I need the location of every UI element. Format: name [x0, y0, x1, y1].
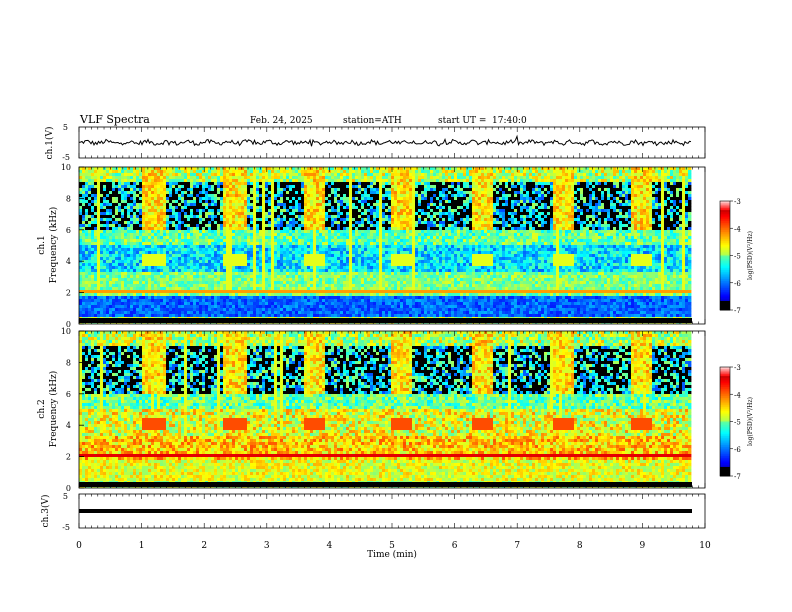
ytick-label: 10 — [61, 163, 71, 172]
ch2-spectrogram-ylabel: ch.2 — [37, 399, 47, 418]
ytick-label: 8 — [66, 194, 71, 203]
ytick-label: 2 — [66, 289, 71, 298]
ch3-waveform-line — [79, 509, 692, 513]
colorbar-tick-label: -6 — [734, 446, 741, 454]
ch1-spectrogram-yticks: 0 2 4 6 8 10 — [61, 163, 84, 329]
ytick-label: 6 — [66, 390, 71, 399]
colorbar-label: log(PSD)(V²/Hz) — [747, 397, 754, 446]
colorbar-tick-label: -4 — [734, 391, 741, 399]
ytick-label: 4 — [66, 257, 71, 266]
xtick-label: 8 — [577, 541, 583, 551]
ytick-label: 2 — [66, 453, 71, 462]
ytick-label: 6 — [66, 226, 71, 235]
colorbar-label: log(PSD)(V²/Hz) — [747, 231, 754, 280]
ytick-label: 4 — [66, 421, 71, 430]
ch1-waveform-panel: ch.1(V) 5 -5 — [44, 123, 706, 162]
ch1-ytick-bottom: -5 — [62, 153, 70, 162]
xtick-label: 1 — [139, 541, 145, 551]
ch2-spectrogram-image — [79, 331, 705, 488]
colorbar-tick-label: -5 — [734, 253, 741, 261]
start-time-label: 17:40:0 — [492, 116, 527, 126]
figure-title: VLF Spectra — [79, 113, 150, 126]
colorbar-tick-label: -4 — [734, 225, 741, 233]
ch2-colorbar: -3 -4 -5 -6 -7 log(PSD)(V²/Hz) — [719, 364, 754, 481]
ch1-frequency-ylabel: Frequency (kHz) — [48, 207, 59, 284]
xtick-label: 6 — [452, 541, 458, 551]
time-axis: 0 1 2 3 4 5 6 7 8 9 10 — [76, 127, 711, 551]
ch1-colorbar: -3 -4 -5 -6 -7 log(PSD)(V²/Hz) — [719, 198, 754, 315]
xtick-label: 5 — [389, 541, 395, 551]
xtick-label: 0 — [76, 541, 82, 551]
ch1-spectrogram-panel: ch.1 Frequency (kHz) 0 2 4 6 8 10 — [37, 163, 706, 329]
xtick-label: 10 — [699, 541, 711, 551]
ytick-label: 8 — [66, 358, 71, 367]
ch1-ytick-top: 5 — [63, 123, 68, 132]
ch2-spectrogram-panel: ch.2 Frequency (kHz) 0 2 4 6 8 10 — [37, 327, 706, 493]
ch3-waveform-ylabel: ch.3(V) — [40, 495, 51, 528]
ytick-label: 10 — [61, 327, 71, 336]
ch2-frequency-ylabel: Frequency (kHz) — [48, 371, 59, 448]
colorbar-tick-label: -7 — [734, 307, 741, 315]
ch1-spectrogram-image — [79, 167, 705, 324]
xtick-label: 2 — [201, 541, 207, 551]
ch2-spectrogram-yticks: 0 2 4 6 8 10 — [61, 327, 84, 493]
ytick-label: 0 — [66, 484, 71, 493]
xtick-label: 7 — [514, 541, 520, 551]
xtick-label: 9 — [640, 541, 646, 551]
colorbar-tick-label: -5 — [734, 419, 741, 427]
time-axis-label: Time (min) — [367, 549, 417, 560]
station-label: station=ATH — [343, 116, 402, 126]
colorbar-tick-label: -3 — [734, 364, 741, 372]
date-label: Feb. 24, 2025 — [250, 116, 313, 126]
colorbar-tick-label: -3 — [734, 198, 741, 206]
ch3-ytick-bottom: -5 — [62, 523, 70, 532]
xtick-label: 3 — [264, 541, 270, 551]
start-label: start UT = — [438, 116, 486, 126]
ch3-waveform-panel: ch.3(V) 5 -5 — [40, 492, 706, 532]
ytick-label: 0 — [66, 320, 71, 329]
ch3-ytick-top: 5 — [63, 492, 68, 501]
xtick-label: 4 — [327, 541, 333, 551]
ch1-waveform-ylabel: ch.1(V) — [44, 127, 55, 160]
colorbar-tick-label: -6 — [734, 280, 741, 288]
ch1-spectrogram-ylabel: ch.1 — [37, 235, 47, 254]
ch1-waveform-line — [78, 134, 692, 147]
colorbar-tick-label: -7 — [734, 473, 741, 481]
